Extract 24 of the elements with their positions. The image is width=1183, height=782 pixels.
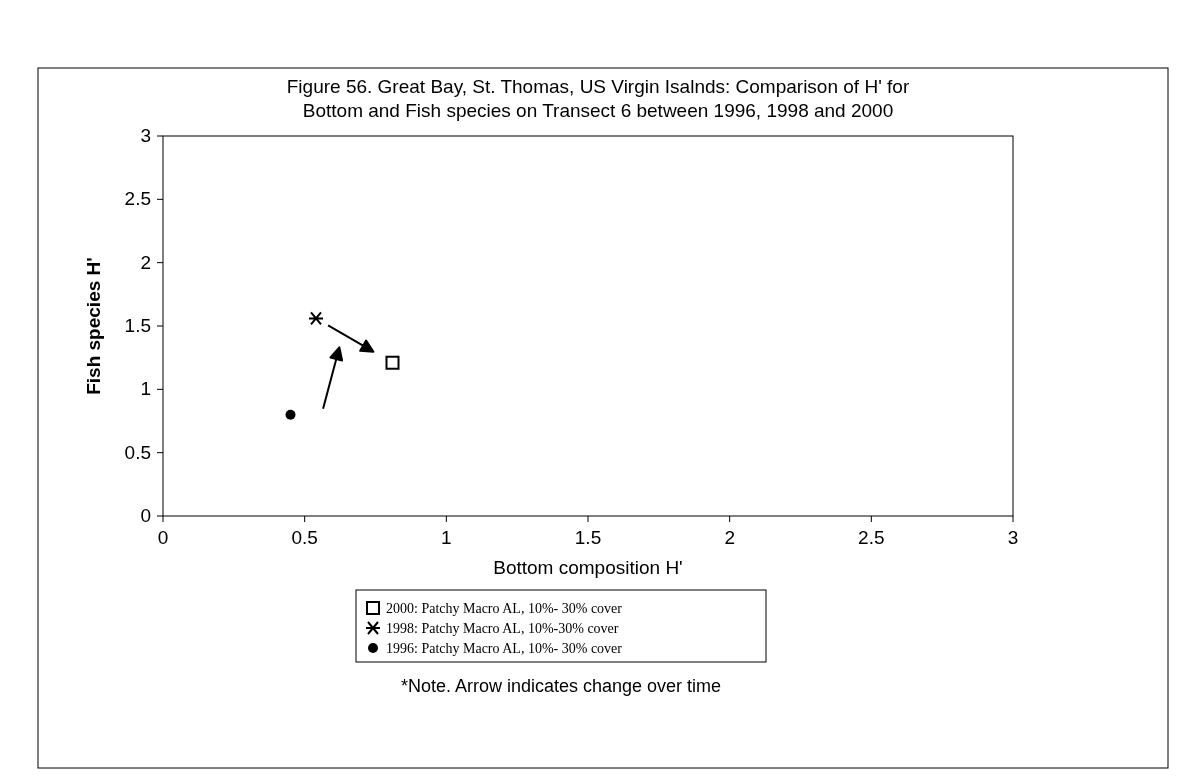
- x-tick-label: 2.5: [858, 527, 885, 548]
- legend-label: 1998: Patchy Macro AL, 10%-30% cover: [386, 621, 619, 636]
- y-tick-label: 2.5: [124, 188, 151, 210]
- x-tick-label: 2: [724, 527, 735, 548]
- x-tick-label: 0: [157, 527, 169, 548]
- y-tick-label: 0.5: [124, 441, 151, 463]
- y-axis-title: Fish species H': [83, 257, 104, 395]
- legend-label: 2000: Patchy Macro AL, 10%- 30% cover: [386, 601, 623, 616]
- y-tick-label: 2: [140, 251, 151, 273]
- y-tick-label: 3: [140, 125, 151, 146]
- y-tick-label: 1.5: [124, 315, 151, 336]
- x-tick-label: 0.5: [291, 527, 318, 548]
- x-tick-label: 1.5: [574, 527, 602, 548]
- text: *Note. Arrow indicates change over time: [400, 676, 722, 696]
- x-axis-title: Bottom composition H': [493, 557, 683, 578]
- point: [308, 311, 324, 326]
- point: [285, 409, 296, 420]
- x-tick-label: 3: [1007, 527, 1019, 548]
- y-tick-label: 0: [140, 505, 151, 526]
- legend-label: 1996: Patchy Macro AL, 10%- 30% cover: [386, 641, 623, 656]
- x-tick-label: 1: [441, 527, 452, 548]
- chart-title: Figure 56. Great Bay, St. Thomas, US Virgin Isalnds: Comparison of H' for Bottom and Fish species on Transect 6 between 1996, 1998 and 2000: [286, 76, 910, 121]
- y-tick-label: 1: [140, 378, 151, 400]
- point: [385, 355, 400, 370]
